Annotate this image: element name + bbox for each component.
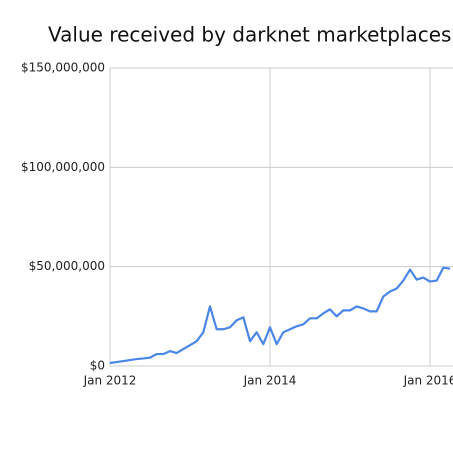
chart-title: Value received by darknet marketplaces: [48, 23, 451, 47]
x-tick-label: Jan 2014: [243, 374, 297, 388]
y-tick-label: $150,000,000: [21, 61, 105, 75]
y-tick-label: $50,000,000: [29, 259, 105, 273]
x-tick-label: Jan 2012: [83, 374, 137, 388]
x-tick-label: Jan 2016: [403, 374, 453, 388]
data-line: [109, 266, 451, 365]
y-tick-label: $100,000,000: [21, 160, 105, 174]
y-tick-label: $0: [90, 359, 105, 373]
